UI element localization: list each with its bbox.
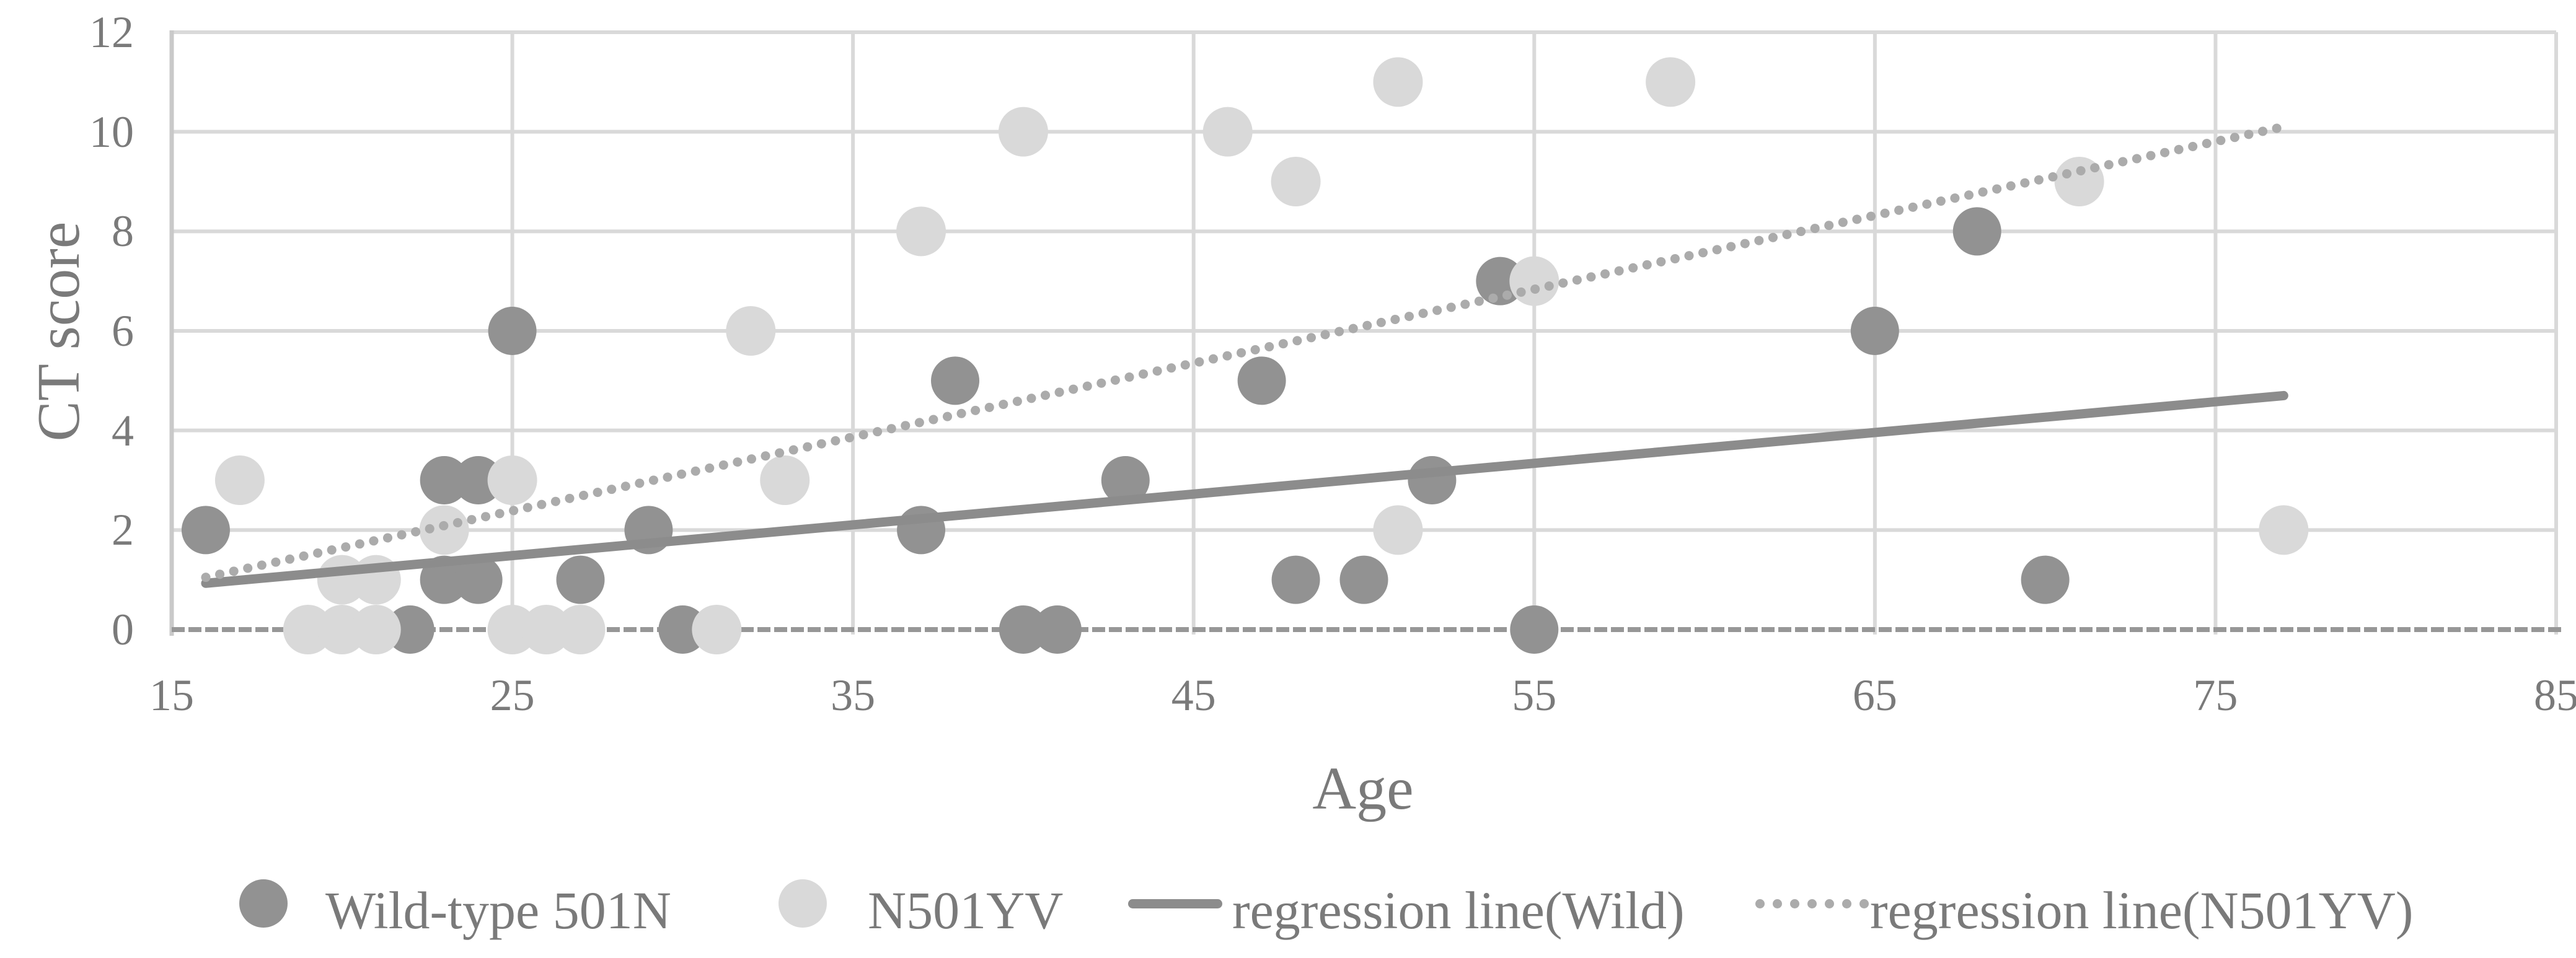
x-tick-label: 45	[1171, 670, 1216, 720]
y-tick-label: 8	[112, 206, 134, 257]
scatter-point-wild	[1850, 307, 1899, 355]
x-tick-label: 65	[1852, 670, 1897, 720]
y-tick-label: 0	[112, 605, 134, 654]
scatter-point-n501yv	[521, 605, 571, 654]
scatter-point-n501yv	[487, 455, 537, 505]
legend-label: N501YV	[868, 881, 1064, 940]
legend-label: regression line(Wild)	[1232, 881, 1685, 940]
scatter-point-wild	[2021, 555, 2070, 604]
scatter-point-n501yv	[726, 306, 776, 356]
scatter-point-wild	[386, 605, 434, 654]
scatter-point-n501yv	[283, 605, 333, 654]
scatter-point-n501yv	[2259, 505, 2309, 555]
scatter-point-n501yv	[1271, 157, 1321, 206]
scatter-point-n501yv	[1509, 256, 1559, 306]
regression-line-wild	[201, 390, 2288, 588]
scatter-point-n501yv	[998, 107, 1048, 157]
scatter-point-wild	[658, 605, 707, 654]
scatter-point-wild	[999, 605, 1048, 654]
scatter-point-n501yv	[692, 605, 742, 654]
legend-label: Wild-type 501N	[325, 881, 671, 940]
legend-dot	[1807, 899, 1817, 908]
legend-dot	[1773, 899, 1782, 908]
scatter-point-wild	[1237, 356, 1286, 405]
y-tick-label: 4	[112, 405, 134, 455]
legend-dot	[1790, 899, 1799, 908]
legend-marker-solid-line	[1128, 899, 1222, 908]
scatter-point-n501yv	[1646, 57, 1696, 107]
legend-dot	[1755, 899, 1765, 908]
scatter-point-wild	[1101, 456, 1150, 504]
scatter-point-wild	[1033, 605, 1082, 654]
chart-legend: Wild-type 501N N501YV regression line(Wild…	[0, 861, 2576, 954]
x-tick-label: 55	[1512, 670, 1557, 720]
scatter-point-wild	[181, 506, 230, 555]
legend-label: regression line(N501YV)	[1870, 881, 2414, 940]
scatter-point-n501yv	[317, 605, 367, 654]
legend-dot	[1859, 899, 1869, 908]
scatter-point-wild	[454, 456, 503, 504]
scatter-point-n501yv	[760, 455, 810, 505]
scatter-point-n501yv	[1202, 107, 1253, 157]
scatter-point-n501yv	[1373, 505, 1423, 555]
x-axis-title: Age	[1312, 755, 1414, 822]
x-tick-label: 75	[2193, 670, 2238, 720]
scatter-point-wild	[420, 456, 469, 504]
legend-marker-dotted-line	[1755, 899, 1869, 908]
legend-dot	[1842, 899, 1851, 908]
scatter-point-wild	[1476, 257, 1525, 305]
scatter-point-n501yv	[487, 605, 537, 654]
regression-line-n501yv	[201, 122, 2288, 582]
legend-marker-wild-circle	[239, 879, 288, 928]
legend-marker-n501yv-circle	[779, 879, 827, 928]
scatter-point-n501yv	[351, 605, 401, 654]
scatter-point-wild	[1408, 456, 1457, 504]
scatter-point-wild	[488, 307, 537, 355]
scatter-point-wild	[454, 555, 503, 604]
y-tick-label: 2	[112, 505, 134, 555]
legend-dot	[1825, 899, 1834, 908]
scatter-point-wild	[1952, 207, 2001, 256]
scatter-point-n501yv	[214, 455, 265, 505]
x-tick-label: 15	[149, 670, 194, 720]
scatter-point-wild	[420, 555, 469, 604]
x-tick-label: 85	[2534, 670, 2576, 720]
scatter-point-n501yv	[555, 605, 606, 654]
x-tick-label: 25	[490, 670, 535, 720]
scatter-point-wild	[1339, 555, 1388, 604]
scatter-point-wild	[556, 555, 605, 604]
scatter-point-wild	[931, 356, 980, 405]
scatter-point-n501yv	[1373, 57, 1423, 107]
scatter-point-wild	[1271, 555, 1320, 604]
y-tick-label: 10	[89, 107, 134, 157]
scatter-point-wild	[1510, 605, 1559, 654]
y-tick-label: 12	[89, 7, 134, 57]
x-tick-label: 35	[831, 670, 876, 720]
y-axis-title: CT score	[25, 221, 92, 442]
y-tick-label: 6	[112, 306, 134, 356]
scatter-point-n501yv	[896, 206, 946, 257]
